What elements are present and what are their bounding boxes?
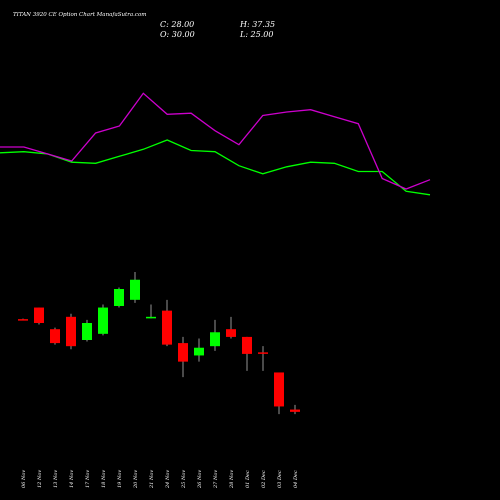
x-tick-label: 01 Dec xyxy=(245,470,251,488)
candle-26-nov xyxy=(194,338,204,362)
x-tick-label: 27 Nov xyxy=(213,470,219,489)
high-readout: H: 37.35 xyxy=(239,20,275,29)
candle-06-nov xyxy=(18,318,28,321)
candle-21-nov xyxy=(146,304,156,319)
candle-01-dec xyxy=(242,336,252,371)
candle-body xyxy=(258,352,268,354)
candle-13-nov xyxy=(50,327,60,345)
candle-12-nov xyxy=(34,307,44,325)
candle-24-nov xyxy=(162,299,172,347)
x-tick-label: 26 Nov xyxy=(197,470,203,489)
x-tick-label: 14 Nov xyxy=(69,470,75,488)
candle-body xyxy=(98,307,108,334)
candle-body xyxy=(34,307,44,323)
candle-body xyxy=(146,316,156,319)
x-tick-label: 17 Nov xyxy=(85,470,91,488)
candle-25-nov xyxy=(178,336,188,378)
x-tick-label: 21 Nov xyxy=(149,470,155,489)
candle-body xyxy=(130,279,140,300)
candle-body xyxy=(162,310,172,345)
candle-28-nov xyxy=(226,316,236,339)
candle-body xyxy=(226,329,236,337)
x-tick-label: 19 Nov xyxy=(117,470,123,488)
chart-title: TITAN 3920 CE Option Chart ManafaSutra.c… xyxy=(13,12,147,18)
candle-body xyxy=(194,347,204,356)
candle-27-nov xyxy=(210,319,220,351)
candle-body xyxy=(82,323,92,340)
upper-indicator-layer xyxy=(0,139,431,196)
x-tick-label: 24 Nov xyxy=(165,470,171,489)
x-tick-label: 06 Nov xyxy=(21,470,27,488)
low-readout: L: 25.00 xyxy=(239,30,273,39)
open-readout: O: 30.00 xyxy=(160,30,195,39)
x-tick-label: 13 Nov xyxy=(53,470,59,488)
upper-indicator-line xyxy=(0,139,431,196)
candle-body xyxy=(290,409,300,412)
candle-18-nov xyxy=(98,304,108,336)
x-tick-label: 04 Dec xyxy=(293,470,299,488)
candle-02-dec xyxy=(258,346,268,371)
candle-body xyxy=(114,289,124,306)
close-readout: C: 28.00 xyxy=(160,20,194,29)
candle-body xyxy=(178,343,188,362)
candles-layer xyxy=(18,272,300,415)
x-tick-label: 18 Nov xyxy=(101,470,107,488)
x-tick-label: 02 Dec xyxy=(261,470,267,488)
candle-17-nov xyxy=(82,319,92,342)
candle-body xyxy=(210,332,220,347)
candle-body xyxy=(274,372,284,407)
candle-body xyxy=(242,336,252,354)
x-axis-ticks: 06 Nov 12 Nov 13 Nov 14 Nov 17 Nov 18 Nov 19 N… xyxy=(21,470,299,489)
candle-20-nov xyxy=(130,272,140,303)
candle-19-nov xyxy=(114,287,124,308)
candle-03-dec xyxy=(274,372,284,415)
candle-14-nov xyxy=(66,313,76,350)
x-tick-label: 20 Nov xyxy=(133,470,139,489)
candle-body xyxy=(50,329,60,344)
lower-indicator-layer xyxy=(0,92,431,190)
lower-indicator-line xyxy=(0,92,431,190)
x-tick-label: 25 Nov xyxy=(181,470,187,489)
x-tick-label: 12 Nov xyxy=(37,470,43,488)
candle-body xyxy=(18,319,28,321)
candle-body xyxy=(66,316,76,347)
x-tick-label: 03 Dec xyxy=(277,470,283,488)
x-tick-label: 28 Nov xyxy=(229,470,235,489)
candle-04-dec xyxy=(290,404,300,415)
